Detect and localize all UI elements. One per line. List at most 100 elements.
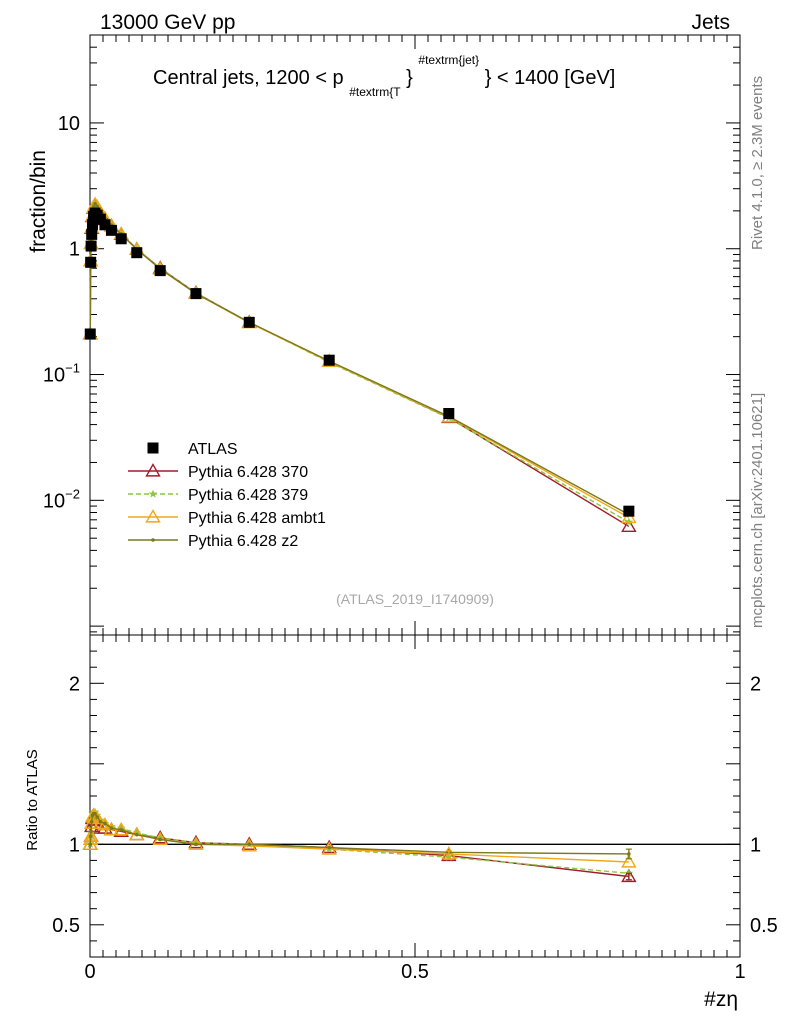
legend-point [148, 489, 158, 498]
main-point [190, 288, 202, 300]
series-pythia-6-428-370 [82, 197, 637, 533]
ratio-series-pythia-6-428-370 [82, 809, 637, 883]
legend-label: ATLAS [188, 441, 238, 458]
title-suffix: } < 1400 [GeV] [485, 67, 616, 89]
legend-label: Pythia 6.428 370 [188, 464, 308, 481]
legend-item-pythia-6-428-z2: Pythia 6.428 z2 [128, 533, 298, 550]
ratio-y-axis-label: Ratio to ATLAS [24, 749, 41, 850]
ratio-point [88, 842, 93, 847]
main-y-tick-label: 10−1 [43, 361, 80, 387]
title-prefix: Central jets, 1200 < p [153, 67, 344, 89]
ratio-series-pythia-6-428-ambt1 [82, 807, 637, 868]
main-point [623, 505, 635, 517]
series-line-pythia-6-428-z2 [89, 202, 630, 516]
main-point [154, 265, 166, 277]
series-pythia-6-428-379 [85, 198, 634, 526]
main-point [93, 201, 97, 206]
header-energy-label: 13000 GeV pp [100, 11, 235, 34]
analysis-watermark: (ATLAS_2019_I1740909) [336, 591, 494, 607]
main-y-tick-label: 10 [58, 113, 80, 135]
main-point [94, 213, 106, 225]
ratio-x-tick-labels: 0 0.5 1 [84, 961, 745, 983]
main-y-axis-label: fraction/bin [27, 150, 50, 253]
legend-item-pythia-6-428-379: Pythia 6.428 379 [128, 487, 308, 504]
ratio-point [95, 815, 99, 819]
legend-label: Pythia 6.428 ambt1 [188, 510, 326, 527]
ratio-y-tick-label-left: 2 [69, 673, 80, 695]
series-atlas [84, 207, 635, 517]
ratio-line-pythia-6-428-370 [89, 815, 629, 878]
legend-item-pythia-6-428-ambt1: Pythia 6.428 ambt1 [128, 509, 326, 527]
x-tick-label: 0.5 [401, 961, 429, 983]
main-point [95, 204, 99, 209]
title-brace: } [406, 67, 413, 89]
main-point [621, 518, 637, 533]
legend-point [145, 509, 161, 523]
main-point [84, 328, 96, 340]
legend-item-atlas: ATLAS [147, 441, 238, 458]
x-axis-label: #zη [704, 988, 738, 1011]
ratio-line-pythia-6-428-379 [89, 811, 629, 874]
ratio-point [191, 838, 201, 847]
main-point [85, 256, 97, 268]
ratio-point [155, 833, 165, 842]
rivet-version-label: Rivet 4.1.0, ≥ 2.3M events [749, 76, 766, 250]
ratio-point [135, 832, 139, 837]
ratio-y-tick-label-right: 1 [750, 834, 761, 856]
tick-exponent: −1 [65, 361, 80, 376]
ratio-line-pythia-6-428-z2 [89, 813, 629, 855]
ratio-y-tick-label-right: 0.5 [750, 915, 778, 937]
series-line-pythia-6-428-379 [89, 201, 630, 523]
ratio-point [327, 845, 332, 850]
main-series-group [82, 196, 637, 533]
ratio-series-pythia-6-428-z2 [88, 811, 631, 856]
ratio-point [119, 828, 123, 832]
ratio-point [621, 868, 637, 883]
ratio-series-group [82, 807, 637, 883]
main-axis-ticks [89, 34, 741, 635]
legend-point [147, 442, 159, 454]
title-subscript: #textrm{T [349, 85, 401, 99]
tick-base: 10 [43, 490, 65, 512]
main-point [621, 509, 637, 524]
main-point [131, 247, 143, 259]
ratio-panel: 0.5 0.51 12 2 0 0.5 1 Ratio to ATLAS #zη [24, 634, 778, 1011]
legend-label: Pythia 6.428 379 [188, 487, 308, 504]
ratio-y-tick-label-left: 1 [69, 834, 80, 856]
ratio-point [441, 846, 457, 860]
chart-title: Central jets, 1200 < p #textrm{T } #text… [153, 47, 615, 101]
ratio-axis-ticks [89, 635, 741, 957]
ratio-point [107, 822, 116, 831]
mcplots-reference-label: mcplots.cern.ch [arXiv:2401.10621] [749, 393, 766, 628]
main-point [105, 224, 117, 236]
ratio-point [82, 836, 98, 850]
ratio-y-tick-label-left: 0.5 [52, 915, 80, 937]
main-point [99, 219, 111, 231]
series-pythia-6-428-z2 [88, 201, 631, 517]
main-point [85, 240, 97, 252]
ratio-y-tick-labels: 0.5 0.5 1 1 2 2 [52, 673, 778, 937]
ratio-point [194, 842, 198, 847]
main-y-tick-label: 10−2 [43, 486, 80, 512]
legend-item-pythia-6-428-370: Pythia 6.428 370 [128, 463, 308, 481]
ratio-point [88, 834, 93, 839]
title-superscript: #textrm{jet} [418, 53, 479, 67]
ratio-point [98, 819, 103, 824]
ratio-series-pythia-6-428-379 [85, 807, 634, 877]
main-point [86, 228, 98, 240]
main-point [115, 233, 127, 245]
tick-base: 10 [43, 365, 65, 387]
ratio-point [103, 821, 107, 826]
ratio-y-tick-label-right: 2 [750, 673, 761, 695]
legend-point [151, 538, 155, 542]
main-point [86, 219, 98, 231]
series-line-pythia-6-428-370 [89, 204, 630, 528]
ratio-point [93, 811, 97, 816]
x-tick-label: 0 [84, 961, 95, 983]
main-point [323, 354, 335, 366]
ratio-point [89, 829, 93, 834]
x-tick-label: 1 [734, 961, 745, 983]
tick-base: 10 [58, 113, 80, 135]
